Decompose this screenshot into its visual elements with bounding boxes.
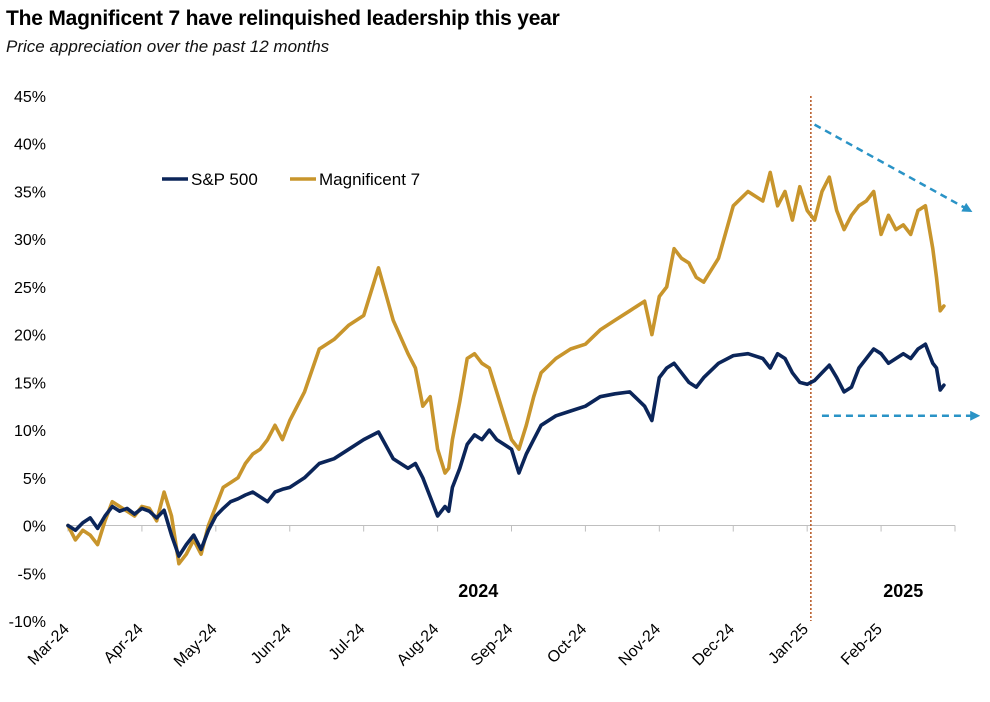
- chart-subtitle: Price appreciation over the past 12 mont…: [6, 37, 330, 56]
- x-tick-label: Aug-24: [394, 621, 443, 670]
- x-tick-label: Nov-24: [616, 621, 665, 670]
- legend-label: Magnificent 7: [319, 170, 420, 189]
- y-tick-label: 25%: [14, 280, 46, 297]
- legend-label: S&P 500: [191, 170, 258, 189]
- legend-item-magnificent-7: Magnificent 7: [290, 170, 420, 189]
- y-tick-label: 20%: [14, 328, 46, 345]
- year-label: 2025: [883, 581, 923, 601]
- x-tick-label: Jun-24: [248, 621, 295, 668]
- x-tick-label: Jul-24: [326, 621, 369, 664]
- y-tick-label: 40%: [14, 137, 46, 154]
- y-tick-label: 5%: [23, 471, 46, 488]
- legend: S&P 500 Magnificent 7: [162, 170, 420, 189]
- year-labels: 2024 2025: [458, 581, 923, 601]
- y-axis-labels: 45% 40% 35% 30% 25% 20% 15% 10% 5% 0% -5% -10%: [9, 89, 46, 631]
- y-tick-label: 0%: [23, 519, 46, 536]
- y-tick-label: -5%: [18, 566, 46, 583]
- series-line-magnificent-7: [66, 170, 946, 566]
- x-tick-label: May-24: [171, 621, 221, 671]
- y-tick-label: 45%: [14, 89, 46, 106]
- y-tick-label: -10%: [9, 614, 46, 631]
- y-tick-label: 35%: [14, 184, 46, 201]
- x-tick-label: Dec-24: [690, 621, 739, 670]
- y-tick-label: 15%: [14, 375, 46, 392]
- x-tick-label: Oct-24: [544, 621, 590, 667]
- y-tick-label: 30%: [14, 232, 46, 249]
- x-tick-label: Feb-25: [838, 621, 886, 669]
- x-tick-label: Jan-25: [765, 621, 812, 668]
- year-label: 2024: [458, 581, 498, 601]
- downtrend-arrow: [813, 123, 973, 212]
- chart-title: The Magnificent 7 have relinquished lead…: [6, 7, 560, 30]
- x-tick-label: Apr-24: [101, 621, 147, 667]
- x-tick-label: Sep-24: [468, 621, 517, 670]
- series-lines: [66, 170, 946, 566]
- trend-arrows: [813, 123, 981, 421]
- legend-item-sp500: S&P 500: [162, 170, 258, 189]
- y-tick-label: 10%: [14, 423, 46, 440]
- series-line-sp500: [66, 342, 946, 558]
